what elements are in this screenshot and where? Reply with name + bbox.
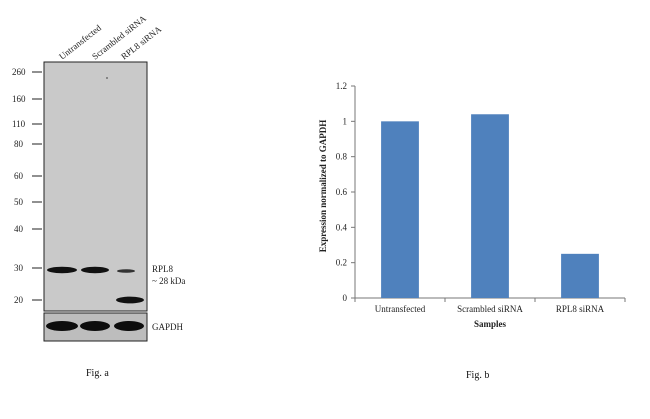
bar-chart: 0 0.2 0.4 0.6 0.8 1 1.2 Untransfected Scrambled… bbox=[318, 81, 626, 329]
mw-marker-40: 40 bbox=[14, 224, 24, 234]
y-tick-label: 0.8 bbox=[336, 152, 348, 162]
gapdh-bands bbox=[46, 321, 144, 331]
mw-marker-80: 80 bbox=[14, 139, 24, 149]
mw-marker-ladder: 260 160 110 80 60 50 40 30 20 bbox=[12, 67, 42, 305]
target-size-label: ~ 28 kDa bbox=[152, 276, 185, 286]
band-lower-rpl8-sirna bbox=[116, 296, 144, 304]
band-rpl8-untransfected bbox=[47, 266, 77, 274]
mw-marker-260: 260 bbox=[12, 67, 26, 77]
y-tick-label: 1.2 bbox=[336, 81, 347, 91]
x-tick-labels: Untransfected Scrambled siRNA RPL8 siRNA bbox=[375, 304, 605, 314]
band-gapdh-untransfected bbox=[46, 321, 78, 331]
mw-marker-50: 50 bbox=[14, 197, 24, 207]
lane-labels: Untransfected Scrambled siRNA RPL8 siRNA bbox=[57, 13, 164, 62]
mw-marker-20: 20 bbox=[14, 295, 24, 305]
y-axis-label: Expression normalized to GAPDH bbox=[318, 120, 328, 253]
chart-bars bbox=[381, 114, 599, 298]
target-label: RPL8 bbox=[152, 264, 174, 274]
mw-marker-110: 110 bbox=[12, 119, 26, 129]
bar bbox=[381, 121, 419, 298]
y-tick-label: 0 bbox=[343, 293, 348, 303]
band-gapdh-rpl8-sirna bbox=[114, 321, 144, 331]
bar bbox=[471, 114, 509, 298]
mw-marker-60: 60 bbox=[14, 171, 24, 181]
y-tick-label: 0.4 bbox=[336, 222, 348, 232]
bar-chart-panel: 0 0.2 0.4 0.6 0.8 1 1.2 Untransfected Scrambled… bbox=[300, 70, 640, 340]
x-tick-label: Scrambled siRNA bbox=[457, 304, 523, 314]
western-blot-figure: Untransfected Scrambled siRNA RPL8 siRNA… bbox=[12, 13, 185, 342]
y-tick-label: 0.2 bbox=[336, 258, 347, 268]
x-tick-label: RPL8 siRNA bbox=[556, 304, 605, 314]
figure-caption-a: Fig. a bbox=[86, 368, 109, 379]
x-axis-label: Samples bbox=[474, 319, 507, 329]
figure-caption-b: Fig. b bbox=[466, 370, 490, 381]
bar bbox=[561, 253, 599, 298]
y-tick-label: 1 bbox=[343, 116, 348, 126]
western-blot-panel: Untransfected Scrambled siRNA RPL8 siRNA… bbox=[0, 0, 250, 414]
band-rpl8-knockdown bbox=[117, 269, 135, 273]
y-tick-labels: 0 0.2 0.4 0.6 0.8 1 1.2 bbox=[336, 81, 348, 303]
mw-marker-160: 160 bbox=[12, 94, 26, 104]
band-rpl8-scrambled bbox=[81, 266, 109, 274]
loading-control-label: GAPDH bbox=[152, 322, 184, 332]
mw-marker-30: 30 bbox=[14, 263, 24, 273]
membrane-speck bbox=[106, 77, 108, 79]
rpl8-bands bbox=[47, 266, 144, 304]
blot-membrane bbox=[43, 61, 148, 312]
y-tick-label: 0.6 bbox=[336, 187, 348, 197]
x-tick-label: Untransfected bbox=[375, 304, 426, 314]
band-gapdh-scrambled bbox=[80, 321, 110, 331]
